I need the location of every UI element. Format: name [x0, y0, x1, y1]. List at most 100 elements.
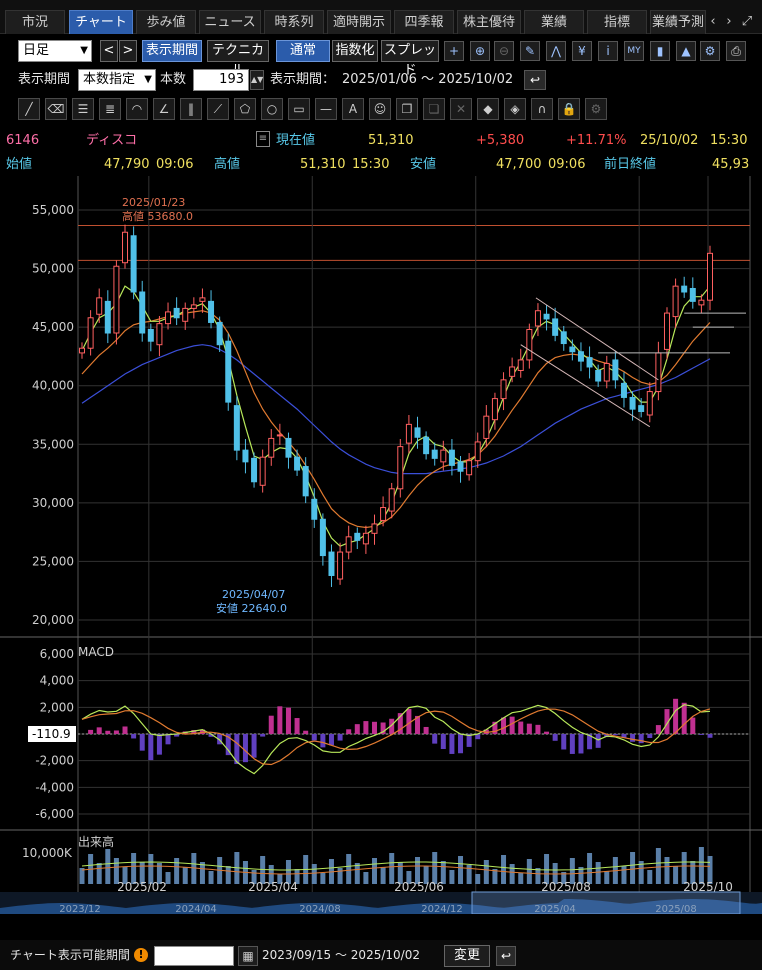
yen-icon[interactable]: ¥ [572, 41, 592, 61]
tab-disclosure[interactable]: 適時開示 [327, 10, 391, 34]
hline-icon[interactable]: — [315, 98, 337, 120]
tab-benefits[interactable]: 株主優待 [457, 10, 521, 34]
candle-body [448, 449, 455, 466]
volume-bar [604, 871, 610, 884]
calendar-icon[interactable]: ▦ [238, 946, 258, 966]
count-input[interactable]: 193 [193, 69, 249, 91]
text-icon[interactable]: A [342, 98, 364, 120]
tab-chart[interactable]: チャート [69, 10, 133, 34]
normal-button[interactable]: 通常 [276, 40, 330, 62]
candle-icon[interactable]: ▮ [650, 41, 670, 61]
volume-bar [630, 852, 636, 884]
pen-icon[interactable]: ✎ [520, 41, 540, 61]
pentagon-icon[interactable]: ⬠ [234, 98, 256, 120]
macd-histogram-bar [587, 734, 593, 750]
zoom-in-icon[interactable]: ⊕ [470, 41, 490, 61]
trendline-icon[interactable]: ╱ [18, 98, 40, 120]
area-icon[interactable]: ▲ [676, 41, 696, 61]
prev-button[interactable]: < [100, 40, 118, 62]
tab-quarterly[interactable]: 四季報 [394, 10, 454, 34]
macd-histogram-bar [604, 734, 610, 738]
volume-bar [569, 858, 575, 884]
mode-select[interactable]: 本数指定 ▼ [78, 69, 156, 91]
overview-selection[interactable] [471, 891, 741, 914]
reset-range-icon[interactable]: ↩ [496, 946, 516, 966]
macd-histogram-bar [234, 734, 240, 765]
delete-icon[interactable]: ✕ [450, 98, 472, 120]
candle-body [182, 307, 189, 322]
open-value: 47,790 [104, 157, 150, 172]
tab-results[interactable]: 業績 [524, 10, 584, 34]
candle-body [225, 340, 232, 403]
macd-histogram-bar [268, 715, 274, 734]
tab-indicators[interactable]: 指標 [587, 10, 647, 34]
zoom-out-icon[interactable]: ⊖ [494, 41, 514, 61]
tab-timeseries[interactable]: 時系列 [264, 10, 324, 34]
expand-icon[interactable]: ⤢ [741, 14, 753, 29]
lock-icon[interactable]: 🔒 [558, 98, 580, 120]
low-time: 09:06 [548, 157, 586, 172]
circle-icon[interactable]: ○ [261, 98, 283, 120]
paste-icon[interactable]: ❏ [423, 98, 445, 120]
spread-button[interactable]: スプレッド [381, 40, 439, 78]
stock-chart[interactable]: 55,000 50,000 45,000 40,000 35,000 30,000 25,0… [0, 176, 762, 914]
tab-scroll-right-icon[interactable]: › [726, 14, 732, 29]
vlines-icon[interactable]: ‖ [180, 98, 202, 120]
volume-bar [354, 863, 360, 884]
candle-body [354, 532, 361, 541]
fan-icon[interactable]: ∠ [153, 98, 175, 120]
settings-wrench-icon[interactable]: ⚙ [700, 41, 720, 61]
copy-icon[interactable]: ❐ [396, 98, 418, 120]
candle-body [663, 312, 670, 350]
index-button[interactable]: 指数化 [332, 40, 378, 62]
change-value: +5,380 [476, 133, 525, 148]
macd-histogram-bar [156, 734, 162, 755]
arc-icon[interactable]: ◠ [126, 98, 148, 120]
hlines-icon[interactable]: ☰ [72, 98, 94, 120]
tab-scroll-left-icon[interactable]: ‹ [710, 14, 716, 29]
gear-icon[interactable]: ⚙ [585, 98, 607, 120]
eraser-icon[interactable]: ⌫ [45, 98, 67, 120]
hlines2-icon[interactable]: ≣ [99, 98, 121, 120]
volume-bar [544, 854, 550, 884]
tag-edit-icon[interactable]: ◈ [504, 98, 526, 120]
wave-icon[interactable]: ⋀ [546, 41, 566, 61]
volume-bar [707, 856, 713, 884]
tab-news[interactable]: ニュース [199, 10, 261, 34]
next-button[interactable]: > [119, 40, 137, 62]
date-input[interactable] [154, 946, 234, 966]
tab-forecast[interactable]: 業績予測 [650, 10, 706, 34]
macd-histogram-bar [681, 702, 687, 734]
overview-area [0, 899, 762, 914]
magnet-icon[interactable]: ∩ [531, 98, 553, 120]
gann-icon[interactable]: ⟋ [207, 98, 229, 120]
print-icon[interactable]: ⎙ [726, 41, 746, 61]
change-button[interactable]: 変更 [444, 945, 490, 967]
info-icon[interactable]: i [598, 41, 618, 61]
volume-bar [260, 856, 266, 884]
macd-histogram-bar [440, 734, 446, 750]
candle-body [560, 331, 567, 345]
volume-bar [664, 857, 670, 884]
rectangle-icon[interactable]: ▭ [288, 98, 310, 120]
icon-stamp-icon[interactable]: ☺ [369, 98, 391, 120]
crosshair-icon[interactable]: + [444, 41, 464, 61]
reset-icon[interactable]: ↩ [524, 70, 546, 90]
tab-market[interactable]: 市況 [5, 10, 65, 34]
candle-body [620, 382, 627, 398]
chart-background [0, 176, 762, 914]
period-select[interactable]: 日足 ▼ [18, 40, 92, 62]
tag-icon[interactable]: ◆ [477, 98, 499, 120]
show-period-button[interactable]: 表示期間 [142, 40, 202, 62]
volume-bar [578, 867, 584, 884]
macd-histogram-bar [518, 721, 524, 734]
macd-histogram-bar [122, 726, 128, 734]
macd-histogram-bar [630, 734, 636, 742]
candle-body [190, 304, 197, 309]
document-icon[interactable]: ≡ [256, 131, 270, 147]
technical-button[interactable]: テクニカル [207, 40, 269, 78]
count-stepper-icon[interactable]: ▲▼ [250, 70, 264, 90]
my-indicator-icon[interactable]: MY [624, 41, 644, 61]
volume-bar [595, 862, 601, 884]
tab-tick[interactable]: 歩み値 [136, 10, 196, 34]
